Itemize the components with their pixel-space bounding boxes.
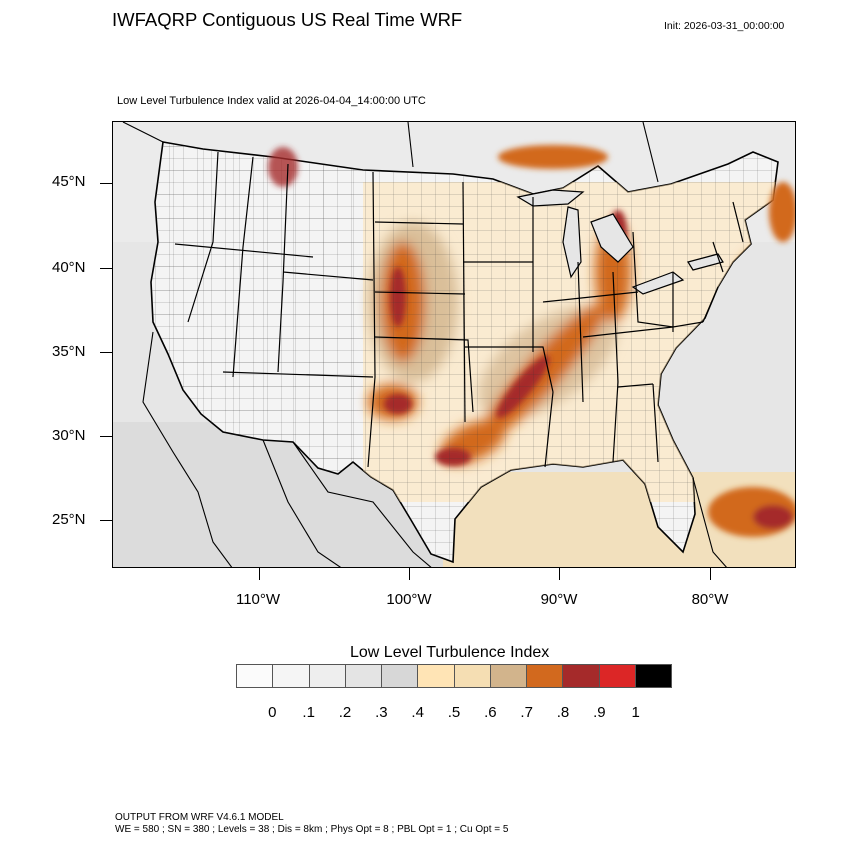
colorbar-swatch: [453, 664, 491, 688]
map-title: IWFAQRP Contiguous US Real Time WRF: [112, 9, 463, 30]
colorbar-label: .8: [556, 704, 570, 721]
colorbar-title: Low Level Turbulence Index: [350, 644, 550, 661]
lon-label-80: 80°W: [691, 591, 729, 608]
model-info: OUTPUT FROM WRF V4.6.1 MODEL: [115, 812, 284, 823]
lon-tick: [710, 568, 711, 580]
colorbar-swatch: [344, 664, 382, 688]
offshore-turbulence: [268, 145, 795, 537]
colorbar: [236, 664, 672, 688]
model-config: WE = 580 ; SN = 380 ; Levels = 38 ; Dis …: [115, 824, 509, 835]
lat-tick: [100, 268, 112, 269]
init-time: Init: 2026-03-31_00:00:00: [664, 20, 785, 32]
lat-label-30: 30°N: [52, 427, 86, 444]
colorbar-swatch: [272, 664, 310, 688]
colorbar-swatch: [562, 664, 600, 688]
foreign-boundaries: [122, 122, 727, 567]
colorbar-swatch: [598, 664, 636, 688]
colorbar-label: 1: [631, 704, 640, 721]
lat-tick: [100, 436, 112, 437]
colorbar-swatch: [417, 664, 455, 688]
colorbar-swatch: [489, 664, 527, 688]
colorbar-swatch: [381, 664, 419, 688]
colorbar-swatch: [526, 664, 564, 688]
lat-label-35: 35°N: [52, 343, 86, 360]
lon-label-110: 110°W: [235, 591, 281, 608]
colorbar-label: 0: [268, 704, 277, 721]
map-subtitle: Low Level Turbulence Index valid at 2026…: [117, 95, 426, 107]
great-lakes: [516, 189, 724, 295]
colorbar-swatch: [634, 664, 672, 688]
state-boundaries: [174, 151, 744, 468]
colorbar-label: .2: [338, 704, 352, 721]
colorbar-swatch: [308, 664, 346, 688]
turbulence-map: [112, 121, 796, 568]
colorbar-label: .7: [520, 704, 533, 721]
lat-label-40: 40°N: [52, 259, 86, 276]
colorbar-swatch: [236, 664, 274, 688]
colorbar-label: .9: [593, 704, 606, 721]
lon-label-100: 100°W: [386, 591, 432, 608]
colorbar-label: .3: [375, 704, 388, 721]
lon-tick: [559, 568, 560, 580]
lon-label-90: 90°W: [540, 591, 578, 608]
lon-tick: [259, 568, 260, 580]
lon-tick: [409, 568, 410, 580]
map-canvas: [113, 122, 795, 567]
colorbar-label: .4: [411, 704, 424, 721]
lat-label-45: 45°N: [52, 173, 86, 190]
lat-tick: [100, 352, 112, 353]
colorbar-label: .5: [447, 704, 461, 721]
colorbar-label: .6: [484, 704, 497, 721]
colorbar-label: .1: [302, 704, 315, 721]
lat-label-25: 25°N: [52, 511, 86, 528]
lat-tick: [100, 520, 112, 521]
lat-tick: [100, 183, 112, 184]
